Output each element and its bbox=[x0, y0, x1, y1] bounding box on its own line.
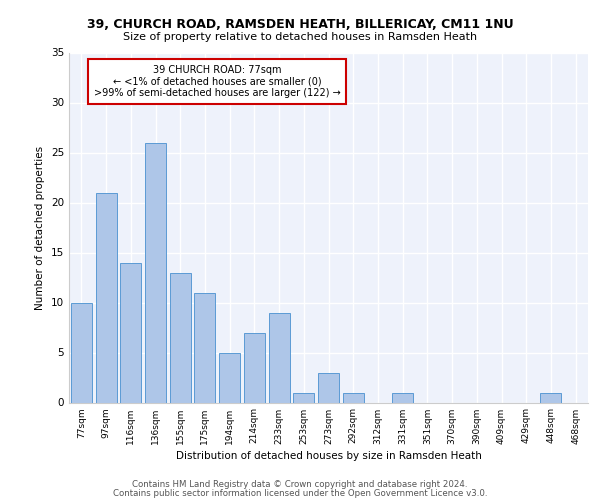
Bar bbox=[170, 272, 191, 402]
Text: Contains HM Land Registry data © Crown copyright and database right 2024.: Contains HM Land Registry data © Crown c… bbox=[132, 480, 468, 489]
Bar bbox=[392, 392, 413, 402]
Bar bbox=[269, 312, 290, 402]
Bar bbox=[293, 392, 314, 402]
Y-axis label: Number of detached properties: Number of detached properties bbox=[35, 146, 46, 310]
X-axis label: Distribution of detached houses by size in Ramsden Heath: Distribution of detached houses by size … bbox=[176, 450, 481, 460]
Text: Contains public sector information licensed under the Open Government Licence v3: Contains public sector information licen… bbox=[113, 489, 487, 498]
Text: 39, CHURCH ROAD, RAMSDEN HEATH, BILLERICAY, CM11 1NU: 39, CHURCH ROAD, RAMSDEN HEATH, BILLERIC… bbox=[86, 18, 514, 30]
Bar bbox=[194, 292, 215, 403]
Bar bbox=[120, 262, 141, 402]
Bar bbox=[541, 392, 562, 402]
Bar bbox=[343, 392, 364, 402]
Bar bbox=[95, 192, 116, 402]
Bar bbox=[145, 142, 166, 402]
Text: 39 CHURCH ROAD: 77sqm
← <1% of detached houses are smaller (0)
>99% of semi-deta: 39 CHURCH ROAD: 77sqm ← <1% of detached … bbox=[94, 64, 340, 98]
Bar bbox=[244, 332, 265, 402]
Bar bbox=[71, 302, 92, 402]
Text: Size of property relative to detached houses in Ramsden Heath: Size of property relative to detached ho… bbox=[123, 32, 477, 42]
Bar bbox=[219, 352, 240, 403]
Bar bbox=[318, 372, 339, 402]
